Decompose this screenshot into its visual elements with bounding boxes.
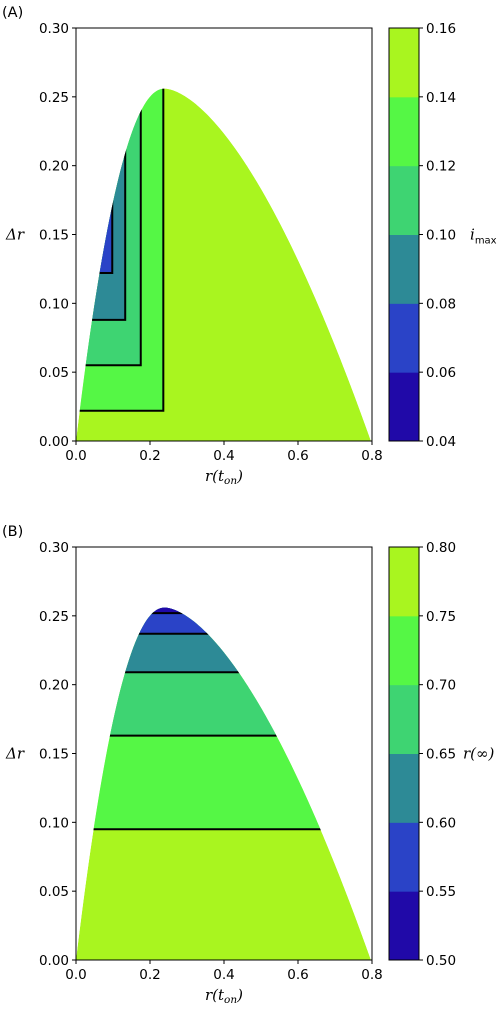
y-tick-label: 0.10 xyxy=(39,296,69,312)
colorbar-label: imax xyxy=(470,226,497,247)
colorbar-band xyxy=(389,96,419,167)
panel-label: (A) xyxy=(2,5,23,21)
x-tick-label: 0.0 xyxy=(65,448,86,464)
colorbar-band xyxy=(389,372,419,442)
x-axis-label-sub: on xyxy=(224,475,237,487)
level-band xyxy=(76,607,371,614)
level-band xyxy=(76,607,371,673)
colorbar-label-main: i xyxy=(470,226,475,244)
y-tick-label: 0.05 xyxy=(39,365,69,381)
y-tick-label: 0.10 xyxy=(39,815,69,831)
colorbar-tick-label: 0.14 xyxy=(426,90,456,106)
x-axis-label-sub: on xyxy=(224,994,237,1006)
colorbar-tick-label: 0.60 xyxy=(426,815,456,831)
y-tick-label: 0.20 xyxy=(39,678,69,694)
colorbar-tick-label: 0.16 xyxy=(426,21,456,37)
colorbar-label-sub: max xyxy=(475,236,497,247)
level-region xyxy=(76,88,126,320)
x-tick-label: 0.8 xyxy=(361,967,382,983)
colorbar-tick-label: 0.70 xyxy=(426,678,456,694)
level-region xyxy=(76,88,113,274)
colorbar-band xyxy=(389,615,419,686)
y-tick-label: 0.15 xyxy=(39,228,69,244)
y-tick-label: 0.25 xyxy=(39,90,69,106)
colorbar-tick-label: 0.06 xyxy=(426,365,456,381)
y-axis-label: Δr xyxy=(5,745,25,763)
colorbar-tick-label: 0.55 xyxy=(426,884,456,900)
y-tick-label: 0.25 xyxy=(39,609,69,625)
panel-a: 0.0 0.2 0.4 0.6 0.8 0.00 0.05 0.10 0.15 0.20 0.25 0… xyxy=(2,5,497,487)
colorbar-label: r(∞) xyxy=(463,745,495,763)
colorbar-tick-label: 0.65 xyxy=(426,747,456,763)
colorbar-band xyxy=(389,547,419,617)
level-region xyxy=(76,88,104,227)
level-band xyxy=(76,607,371,634)
x-tick-label: 0.8 xyxy=(361,448,382,464)
colorbar-band xyxy=(389,234,419,304)
x-tick-label: 0.2 xyxy=(139,967,160,983)
y-tick-label: 0.20 xyxy=(39,159,69,175)
level-band xyxy=(76,607,371,736)
y-tick-label: 0.05 xyxy=(39,884,69,900)
x-axis-label-main: r(t xyxy=(205,467,225,485)
y-tick-label: 0.15 xyxy=(39,747,69,763)
colorbar-tick-label: 0.10 xyxy=(426,228,456,244)
contour-line xyxy=(76,88,142,367)
colorbar-tick-label: 0.75 xyxy=(426,609,456,625)
colorbar-band xyxy=(389,891,419,961)
y-tick-label: 0.30 xyxy=(39,21,69,37)
filled-region xyxy=(76,88,371,441)
contour-line xyxy=(76,88,165,412)
x-axis-label: r(ton) xyxy=(205,467,243,487)
x-axis-label-close: ) xyxy=(236,986,243,1004)
x-tick-label: 0.4 xyxy=(213,967,234,983)
y-tick-label: 0.30 xyxy=(39,540,69,556)
colorbar-band xyxy=(389,822,419,892)
panel-label: (B) xyxy=(2,524,23,540)
x-tick-label: 0.2 xyxy=(139,448,160,464)
colorbar-tick-label: 0.08 xyxy=(426,296,456,312)
colorbar-label-main: r(∞) xyxy=(463,745,495,763)
colorbar-tick-label: 0.04 xyxy=(426,434,456,450)
contour-line xyxy=(76,88,105,228)
x-tick-label: 0.6 xyxy=(287,967,308,983)
y-tick-label: 0.00 xyxy=(39,953,69,969)
panel-b: 0.0 0.2 0.4 0.6 0.8 0.00 0.05 0.10 0.15 0.20 0.25 0… xyxy=(2,524,495,1006)
colorbar-tick-label: 0.80 xyxy=(426,540,456,556)
y-axis-label: Δr xyxy=(5,226,25,244)
x-tick-label: 0.0 xyxy=(65,967,86,983)
colorbar-band xyxy=(389,753,419,823)
x-axis-label-main: r(t xyxy=(205,986,225,1004)
x-tick-label: 0.6 xyxy=(287,448,308,464)
filled-region xyxy=(76,607,371,960)
colorbar-band xyxy=(389,28,419,98)
colorbar-tick-label: 0.50 xyxy=(426,953,456,969)
y-tick-label: 0.00 xyxy=(39,434,69,450)
x-axis-label: r(ton) xyxy=(205,986,243,1006)
colorbar-band xyxy=(389,684,419,754)
colorbar-tick-label: 0.12 xyxy=(426,159,456,175)
colorbar-band xyxy=(389,165,419,235)
x-axis-label-close: ) xyxy=(236,467,243,485)
x-tick-label: 0.4 xyxy=(213,448,234,464)
colorbar-band xyxy=(389,303,419,373)
